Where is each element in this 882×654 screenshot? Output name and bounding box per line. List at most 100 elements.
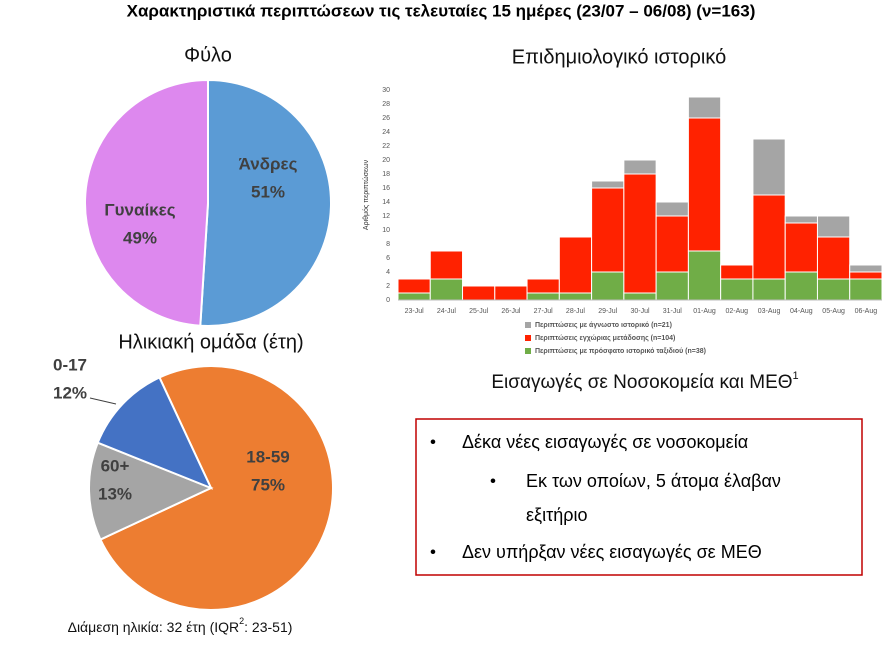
- admissions-title-text: Εισαγωγές σε Νοσοκομεία και ΜΕΘ: [491, 372, 792, 393]
- bullet-text: Δέκα νέες εισαγωγές σε νοσοκομεία: [462, 432, 748, 452]
- bar-segment: [849, 278, 882, 301]
- bullet-text: εξιτήριο: [526, 505, 587, 525]
- bar-segment: [849, 264, 882, 273]
- bar-segment: [623, 292, 657, 301]
- bullet: •: [490, 471, 496, 490]
- legend-label: Περιπτώσεις εγχώριας μετάδοσης (n=104): [535, 335, 675, 342]
- slice-value: 51%: [251, 182, 285, 201]
- x-tick-label: 05-Aug: [822, 308, 845, 315]
- slice-value: 12%: [53, 383, 87, 402]
- admissions-title: Εισαγωγές σε Νοσοκομεία και ΜΕΘ1: [491, 370, 798, 393]
- pie-slice: [99, 365, 334, 611]
- legend-swatch: [525, 322, 531, 328]
- bullet: •: [430, 432, 436, 451]
- bar-segment: [397, 292, 431, 301]
- y-tick-label: 26: [382, 115, 390, 122]
- legend-label: Περιπτώσεις με πρόσφατο ιστορικό ταξιδιο…: [535, 348, 706, 355]
- x-tick-label: 30-Jul: [630, 308, 650, 315]
- y-tick-label: 4: [386, 269, 390, 276]
- y-tick-label: 30: [382, 87, 390, 94]
- bar-segment: [816, 215, 851, 238]
- bar-segment: [752, 278, 786, 301]
- slice-label: Γυναίκες: [104, 200, 175, 219]
- bullet-text: Εκ των οποίων, 5 άτομα έλαβαν: [526, 471, 781, 491]
- slice-label: 0-17: [53, 355, 87, 374]
- slice-value: 75%: [251, 475, 285, 494]
- x-tick-label: 04-Aug: [790, 308, 813, 315]
- superscript: 1: [793, 370, 799, 382]
- slide-title: Χαρακτηριστικά περιπτώσεων τις τελευταίε…: [127, 1, 756, 20]
- y-tick-label: 2: [386, 283, 390, 290]
- footnote: Διάμεση ηλικία: 32 έτη (IQR2: 23-51): [68, 616, 293, 634]
- bar-segment: [429, 250, 464, 280]
- legend-swatch: [525, 335, 531, 341]
- y-tick-label: 12: [382, 213, 390, 220]
- y-tick-label: 20: [382, 157, 390, 164]
- bar-segment: [784, 215, 818, 224]
- x-tick-label: 29-Jul: [598, 308, 618, 315]
- bar-segment: [687, 250, 722, 301]
- footnote-text: : 23-51): [244, 619, 292, 635]
- x-tick-label: 25-Jul: [469, 308, 489, 315]
- legend-swatch: [525, 348, 531, 354]
- bar-segment: [429, 278, 464, 301]
- pie-slice: [199, 78, 333, 327]
- slice-value: 49%: [123, 228, 157, 247]
- chart-title: Ηλικιακή ομάδα (έτη): [118, 331, 303, 353]
- footnote-text: Διάμεση ηλικία: 32 έτη (IQR: [68, 619, 240, 635]
- pie-slice: [84, 78, 209, 327]
- bar-segment: [558, 236, 593, 294]
- y-tick-label: 24: [382, 129, 390, 136]
- pie-slice: [88, 441, 214, 541]
- bar-segment: [752, 138, 786, 196]
- bar-segment: [720, 264, 754, 280]
- bar-segment: [462, 285, 496, 301]
- bar-segment: [816, 278, 851, 301]
- y-tick-label: 14: [382, 199, 390, 206]
- leader-line: [89, 397, 117, 405]
- pie-slice: [96, 376, 213, 490]
- bar-segment: [623, 159, 657, 175]
- bar-segment: [526, 278, 560, 294]
- bar-segment: [591, 271, 625, 301]
- y-tick-label: 6: [386, 255, 390, 262]
- bar-segment: [558, 292, 593, 301]
- bar-segment: [655, 215, 689, 273]
- bullet: •: [430, 542, 436, 561]
- x-tick-label: 28-Jul: [566, 308, 586, 315]
- superscript: 2: [239, 616, 244, 626]
- bar-segment: [591, 180, 625, 189]
- bar-segment: [687, 117, 722, 252]
- y-tick-label: 22: [382, 143, 390, 150]
- bar-segment: [623, 173, 657, 294]
- bar-segment: [720, 278, 754, 301]
- bar-segment: [655, 201, 689, 217]
- slice-label: Άνδρες: [239, 154, 298, 173]
- slice-label: 18-59: [246, 447, 289, 466]
- y-tick-label: 10: [382, 227, 390, 234]
- bar-segment: [526, 292, 560, 301]
- x-tick-label: 24-Jul: [437, 308, 457, 315]
- x-tick-label: 06-Aug: [855, 308, 878, 315]
- bar-segment: [784, 271, 818, 301]
- x-tick-label: 03-Aug: [758, 308, 781, 315]
- bar-segment: [494, 285, 528, 301]
- y-tick-label: 0: [386, 297, 390, 304]
- x-tick-label: 01-Aug: [693, 308, 716, 315]
- legend-label: Περιπτώσεις με άγνωστο ιστορικό (n=21): [535, 322, 672, 329]
- y-tick-label: 16: [382, 185, 390, 192]
- admissions-box: [415, 418, 863, 576]
- chart-title: Φύλο: [184, 44, 232, 66]
- bar-segment: [655, 271, 689, 301]
- x-tick-label: 27-Jul: [534, 308, 554, 315]
- x-tick-label: 26-Jul: [501, 308, 521, 315]
- bar-segment: [784, 222, 818, 273]
- bar-segment: [849, 271, 882, 280]
- bar-segment: [752, 194, 786, 280]
- slice-label: 60+: [101, 456, 130, 475]
- y-axis-label: Αριθμός περιπτώσεων: [362, 159, 370, 230]
- bullet-text: Δεν υπήρξαν νέες εισαγωγές σε ΜΕΘ: [462, 542, 762, 562]
- chart-title: Επιδημιολογικό ιστορικό: [512, 46, 726, 68]
- bar-segment: [816, 236, 851, 280]
